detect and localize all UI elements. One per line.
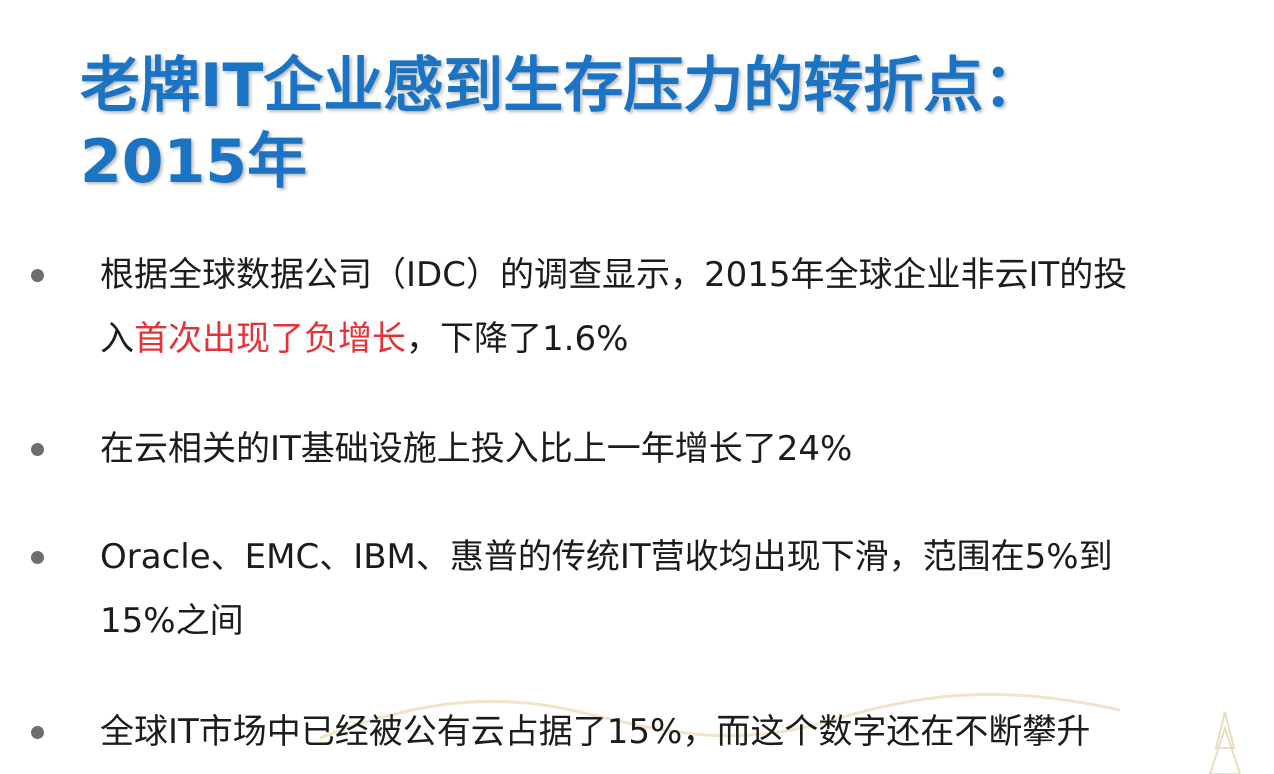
slide-title: 老牌IT企业感到生存压力的转折点： 2015年 bbox=[80, 48, 1250, 200]
bullet-1-line-2-suffix: ，下降了1.6% bbox=[406, 319, 629, 359]
bullet-item-3: Oracle、EMC、IBM、惠普的传统IT营收均出现下滑，范围在5%到 15%… bbox=[31, 525, 1250, 653]
bullet-item-4: 全球IT市场中已经被公有云占据了15%，而这个数字还在不断攀升 bbox=[31, 700, 1250, 764]
bullet-dot bbox=[31, 269, 44, 282]
bullet-dot bbox=[31, 443, 44, 456]
slide-title-line-2: 2015年 bbox=[80, 127, 307, 198]
bullet-dot bbox=[31, 726, 44, 739]
bullet-2-line-1: 在云相关的IT基础设施上投入比上一年增长了24% bbox=[100, 429, 853, 469]
bullet-1-line-1: 根据全球数据公司（IDC）的调查显示，2015年全球企业非云IT的投 bbox=[100, 255, 1128, 295]
bullet-1-line-2: 入首次出现了负增长，下降了1.6% bbox=[100, 307, 1250, 371]
bullet-item-1: 根据全球数据公司（IDC）的调查显示，2015年全球企业非云IT的投 入首次出现… bbox=[31, 243, 1250, 371]
bullet-item-2: 在云相关的IT基础设施上投入比上一年增长了24% bbox=[31, 417, 1250, 481]
bullet-3-line-2: 15%之间 bbox=[100, 601, 244, 641]
bullet-4-line-1: 全球IT市场中已经被公有云占据了15%，而这个数字还在不断攀升 bbox=[100, 712, 1091, 752]
bullet-dot bbox=[31, 551, 44, 564]
bullet-1-line-2-prefix: 入 bbox=[100, 319, 134, 359]
highlight-text: 首次出现了负增长 bbox=[134, 319, 406, 359]
slide-title-line-1: 老牌IT企业感到生存压力的转折点： bbox=[80, 51, 1044, 122]
bullet-3-line-1: Oracle、EMC、IBM、惠普的传统IT营收均出现下滑，范围在5%到 bbox=[100, 537, 1113, 577]
